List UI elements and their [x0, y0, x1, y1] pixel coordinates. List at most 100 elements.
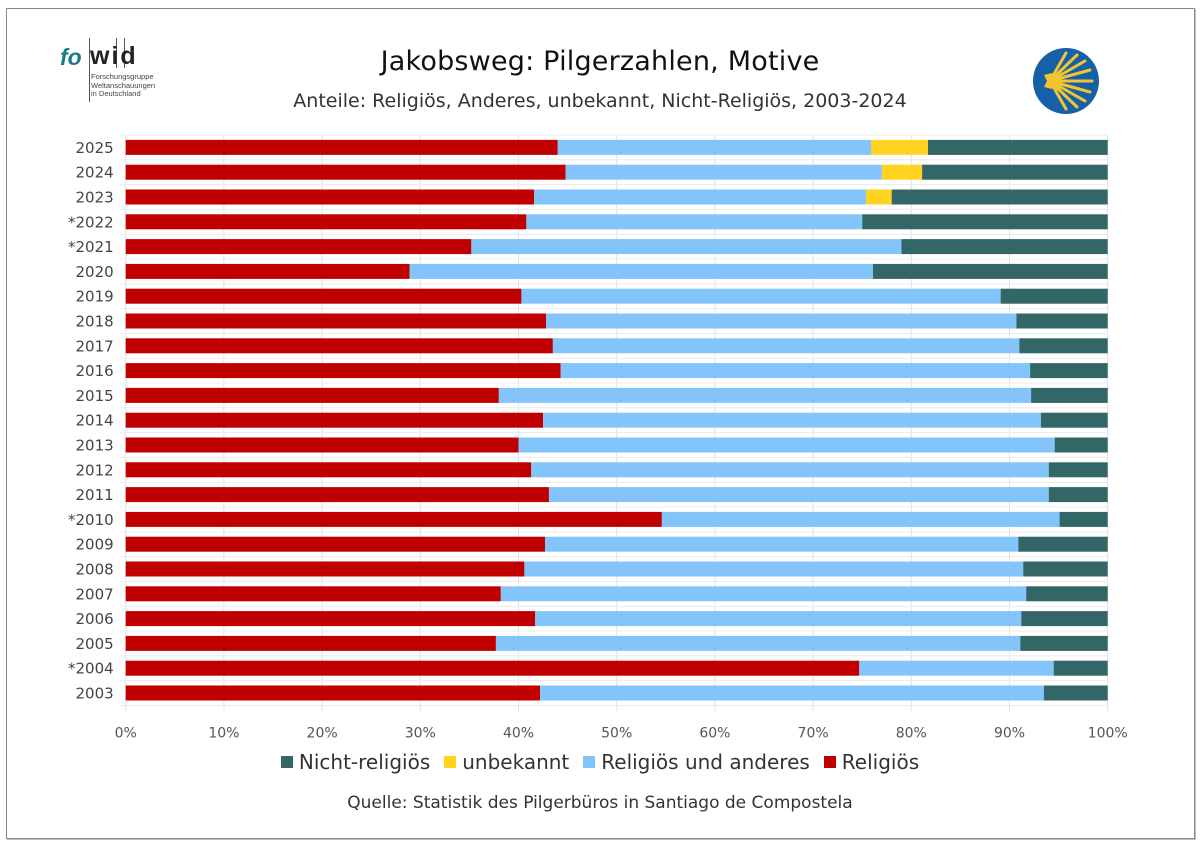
bar-religi-s-2023 [125, 189, 535, 205]
bar-nicht-religi-s-2018 [1016, 313, 1108, 329]
y-tick-label: 2007 [76, 585, 114, 603]
legend-item-religioes: Religiös [823, 750, 920, 774]
logo-divider [89, 38, 90, 102]
bar-nicht-religi-s-2016 [1030, 363, 1108, 379]
chart-legend: Nicht-religiös unbekannt Religiös und an… [0, 750, 1200, 774]
y-tick-label: 2013 [76, 437, 114, 455]
bar-nicht-religi-s-2009 [1018, 536, 1108, 552]
chart-subtitle: Anteile: Religiös, Anderes, unbekannt, N… [293, 90, 907, 112]
x-tick-label: 90% [994, 725, 1025, 741]
logo-divider [116, 38, 117, 68]
bar-nicht-religi-s-2014 [1040, 412, 1108, 428]
bar-religi-s-und-anderes-2013 [518, 437, 1055, 453]
x-tick-label: 30% [405, 725, 436, 741]
bar-religi-s-und-anderes-2019 [521, 288, 1001, 304]
y-tick-label: 2009 [76, 536, 114, 554]
y-tick-label: 2003 [76, 685, 114, 703]
legend-item-nicht-religioes: Nicht-religiös [280, 750, 431, 774]
bar-nicht-religi-s-2012 [1048, 462, 1108, 478]
x-tick-label: 0% [115, 725, 137, 741]
bar-religi-s-und-anderes-2011 [548, 487, 1049, 503]
bar-religi-s-2024 [125, 164, 566, 180]
bar-nicht-religi-s-2015 [1031, 387, 1108, 403]
y-tick-label: *2004 [68, 660, 114, 678]
bar-religi-s-2005 [125, 635, 496, 651]
bar-religi-s-2018 [125, 313, 546, 329]
x-tick-label: 10% [208, 725, 239, 741]
y-tick-label: 2018 [76, 313, 114, 331]
y-tick-label: 2012 [76, 461, 114, 479]
bar-religi-s-und-anderes-2024 [565, 164, 882, 180]
logo-wid: wid [90, 42, 138, 70]
y-tick-label: 2016 [76, 362, 114, 380]
bar-religi-s-2009 [125, 536, 546, 552]
bar-nicht-religi-s-2007 [1026, 586, 1108, 602]
bar-religi-s-2019 [125, 288, 522, 304]
y-tick-label: 2023 [76, 189, 114, 207]
y-tick-label: 2024 [76, 164, 114, 182]
bar-nicht-religi-s-2006 [1021, 611, 1108, 627]
logo-divider [124, 38, 125, 68]
bar-religi-s-2012 [125, 462, 532, 478]
bar-unbekannt-2023 [866, 189, 892, 205]
y-tick-label: 2017 [76, 337, 114, 355]
bar-religi-s-und-anderes-2021 [471, 239, 902, 255]
bar-religi-s-und-anderes-2025 [557, 139, 872, 155]
bar-nicht-religi-s-2005 [1020, 635, 1108, 651]
bar-religi-s-2021 [125, 239, 472, 255]
y-tick-label: 2008 [76, 561, 114, 579]
x-tick-label: 20% [307, 725, 338, 741]
bar-religi-s-2016 [125, 363, 561, 379]
y-tick-label: 2005 [76, 635, 114, 653]
x-tick-label: 100% [1088, 725, 1128, 741]
bar-nicht-religi-s-2020 [873, 263, 1108, 279]
bar-religi-s-2010 [125, 511, 662, 527]
x-tick-label: 80% [896, 725, 927, 741]
legend-item-religioes-und-anderes: Religiös und anderes [583, 750, 810, 774]
bar-religi-s-und-anderes-2020 [409, 263, 874, 279]
legend-item-unbekannt: unbekannt [444, 750, 569, 774]
bar-religi-s-2008 [125, 561, 525, 577]
bar-religi-s-und-anderes-2008 [524, 561, 1024, 577]
bar-religi-s-2007 [125, 586, 501, 602]
x-tick-label: 70% [798, 725, 829, 741]
logo-line: in Deutschland [91, 89, 141, 98]
bar-religi-s-und-anderes-2004 [859, 660, 1054, 676]
bar-religi-s-und-anderes-2016 [560, 363, 1031, 379]
legend-swatch [444, 756, 457, 768]
bar-nicht-religi-s-2003 [1043, 685, 1108, 701]
bar-nicht-religi-s-2011 [1048, 487, 1108, 503]
bar-religi-s-2017 [125, 338, 553, 354]
bar-religi-s-2004 [125, 660, 860, 676]
bar-religi-s-und-anderes-2023 [534, 189, 867, 205]
x-tick-label: 40% [503, 725, 534, 741]
bar-religi-s-und-anderes-2010 [661, 511, 1060, 527]
bar-nicht-religi-s-2022 [862, 214, 1108, 230]
bar-religi-s-und-anderes-2009 [545, 536, 1019, 552]
logo-line: Forschungsgruppe [91, 72, 154, 81]
y-tick-label: *2022 [68, 213, 114, 231]
y-tick-label: *2010 [68, 511, 114, 529]
bar-religi-s-und-anderes-2006 [535, 611, 1022, 627]
y-tick-label: 2011 [76, 486, 114, 504]
legend-label: unbekannt [462, 750, 570, 774]
y-tick-label: 2006 [76, 610, 114, 628]
legend-label: Religiös [841, 750, 920, 774]
fowid-logo: fo wid Forschungsgruppe Weltanschauungen… [60, 38, 180, 104]
scallop-shell-icon [1033, 48, 1099, 114]
chart-frame [6, 8, 1195, 839]
legend-label: Nicht-religiös [298, 750, 431, 774]
bar-religi-s-und-anderes-2003 [540, 685, 1044, 701]
logo-line: Weltanschauungen [91, 80, 156, 90]
bar-nicht-religi-s-2019 [1000, 288, 1108, 304]
bar-religi-s-2006 [125, 611, 536, 627]
bar-unbekannt-2024 [881, 164, 923, 180]
legend-swatch [280, 756, 293, 768]
bar-religi-s-und-anderes-2018 [545, 313, 1017, 329]
bar-nicht-religi-s-2021 [901, 239, 1108, 255]
y-tick-label: 2020 [76, 263, 114, 281]
bar-religi-s-2011 [125, 487, 549, 503]
bar-unbekannt-2025 [871, 139, 928, 155]
bar-nicht-religi-s-2004 [1053, 660, 1108, 676]
